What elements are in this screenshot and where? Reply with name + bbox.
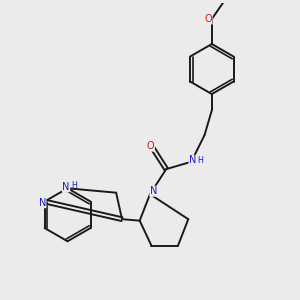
Text: N: N <box>39 198 46 208</box>
Text: N: N <box>62 182 70 192</box>
Text: H: H <box>71 181 77 190</box>
Text: N: N <box>189 155 196 165</box>
Text: N: N <box>150 186 157 196</box>
Text: O: O <box>205 14 212 24</box>
Text: H: H <box>198 156 204 165</box>
Text: O: O <box>147 141 154 151</box>
